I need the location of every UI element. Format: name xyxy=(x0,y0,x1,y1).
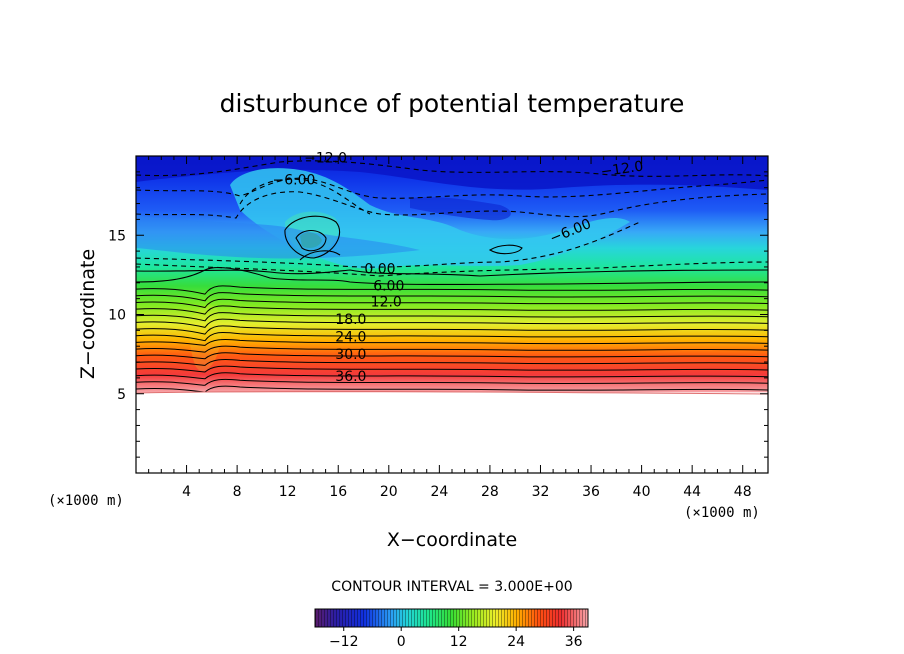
colorbar-frame xyxy=(314,608,589,628)
y-tick-label: 5 xyxy=(117,387,126,403)
field-anomalies xyxy=(136,156,768,372)
contour-solid xyxy=(488,244,523,255)
contour-solid xyxy=(136,338,768,346)
colorbar-tick-label: 24 xyxy=(507,634,525,650)
x-tick-label: 32 xyxy=(532,484,550,500)
x-tick-label: 8 xyxy=(233,484,242,500)
colorbar-ticks: −12 0 12 24 36 xyxy=(329,627,583,650)
contour-solid xyxy=(136,305,768,315)
contour-solid xyxy=(136,372,768,380)
contour-label: 30.0 xyxy=(335,347,366,363)
contour-lines xyxy=(136,160,768,286)
contour-label: 6.00 xyxy=(373,279,404,295)
contour-solid xyxy=(136,267,768,286)
x-tick-label: 12 xyxy=(279,484,297,500)
contour-label: −6.00 xyxy=(273,173,316,189)
contour-solid xyxy=(136,285,768,295)
x-tick-label: 40 xyxy=(633,484,651,500)
colorbar-tick-label: 0 xyxy=(397,634,406,650)
upper-dark-wisp xyxy=(410,197,511,221)
x-tick-label: 44 xyxy=(683,484,701,500)
x-tick-label: 48 xyxy=(734,484,752,500)
contour-dashed xyxy=(136,191,768,219)
contour-solid xyxy=(136,390,768,395)
contour-solid xyxy=(299,250,341,261)
contour-solid xyxy=(136,318,768,328)
contour-solid xyxy=(136,291,768,302)
y-tick-label: 15 xyxy=(108,228,126,244)
x-unit-label-left: (×1000 m) xyxy=(48,493,124,509)
colorbar-tick-label: 12 xyxy=(450,634,468,650)
contour-label: 36.0 xyxy=(335,369,366,385)
contour-interval-text: CONTOUR INTERVAL = 3.000E+00 xyxy=(331,579,572,595)
mid-blue-band xyxy=(136,215,420,259)
x-axis: 4 8 12 16 20 24 28 32 36 40 44 48 xyxy=(148,156,756,500)
x-tick-label: 24 xyxy=(430,484,448,500)
x-tick-label: 16 xyxy=(329,484,347,500)
y-tick-label: 10 xyxy=(108,308,126,324)
contour-solid xyxy=(136,345,768,353)
contour-dashed xyxy=(136,177,768,199)
contour-solid xyxy=(136,331,768,342)
contour-solid xyxy=(136,269,768,277)
contour-dashed xyxy=(136,261,768,277)
x-unit-label-right: (×1000 m) xyxy=(684,505,760,521)
contour-label: 18.0 xyxy=(335,312,366,328)
contour-label: −12.0 xyxy=(600,159,645,181)
contour-solid xyxy=(136,298,768,309)
x-axis-label: X−coordinate xyxy=(387,529,517,551)
x-tick-label: 28 xyxy=(481,484,499,500)
contour-dashed xyxy=(136,221,641,268)
colorbar: −12 0 12 24 36 xyxy=(314,608,589,650)
contour-label: 0.00 xyxy=(364,261,395,277)
contour-label: 24.0 xyxy=(335,329,366,345)
contour-solid xyxy=(136,365,768,373)
contour-solid xyxy=(136,311,768,322)
y-axis-label: Z−coordinate xyxy=(77,249,99,379)
plot-area xyxy=(136,156,768,473)
contour-solid xyxy=(295,229,327,252)
x-tick-label: 36 xyxy=(582,484,600,500)
contour-solid xyxy=(136,358,768,366)
contour-lines-lower xyxy=(136,285,768,395)
contour-solid xyxy=(136,352,768,360)
contour-label: 12.0 xyxy=(371,295,402,311)
chart-title: disturbunce of potential temperature xyxy=(220,89,685,118)
contour-solid xyxy=(136,378,768,386)
colorbar-segments xyxy=(315,609,588,627)
contour-label: −12.0 xyxy=(304,150,347,166)
colorbar-tick-label: −12 xyxy=(329,634,359,650)
contour-solid xyxy=(284,215,341,259)
y-axis: 5 10 15 xyxy=(108,171,768,458)
contour-solid xyxy=(136,325,768,335)
deep-blue-cap xyxy=(136,156,768,190)
x-tick-label: 20 xyxy=(380,484,398,500)
contour-dashed xyxy=(239,178,371,215)
x-tick-label: 4 xyxy=(182,484,191,500)
colorbar-tick-label: 36 xyxy=(565,634,583,650)
